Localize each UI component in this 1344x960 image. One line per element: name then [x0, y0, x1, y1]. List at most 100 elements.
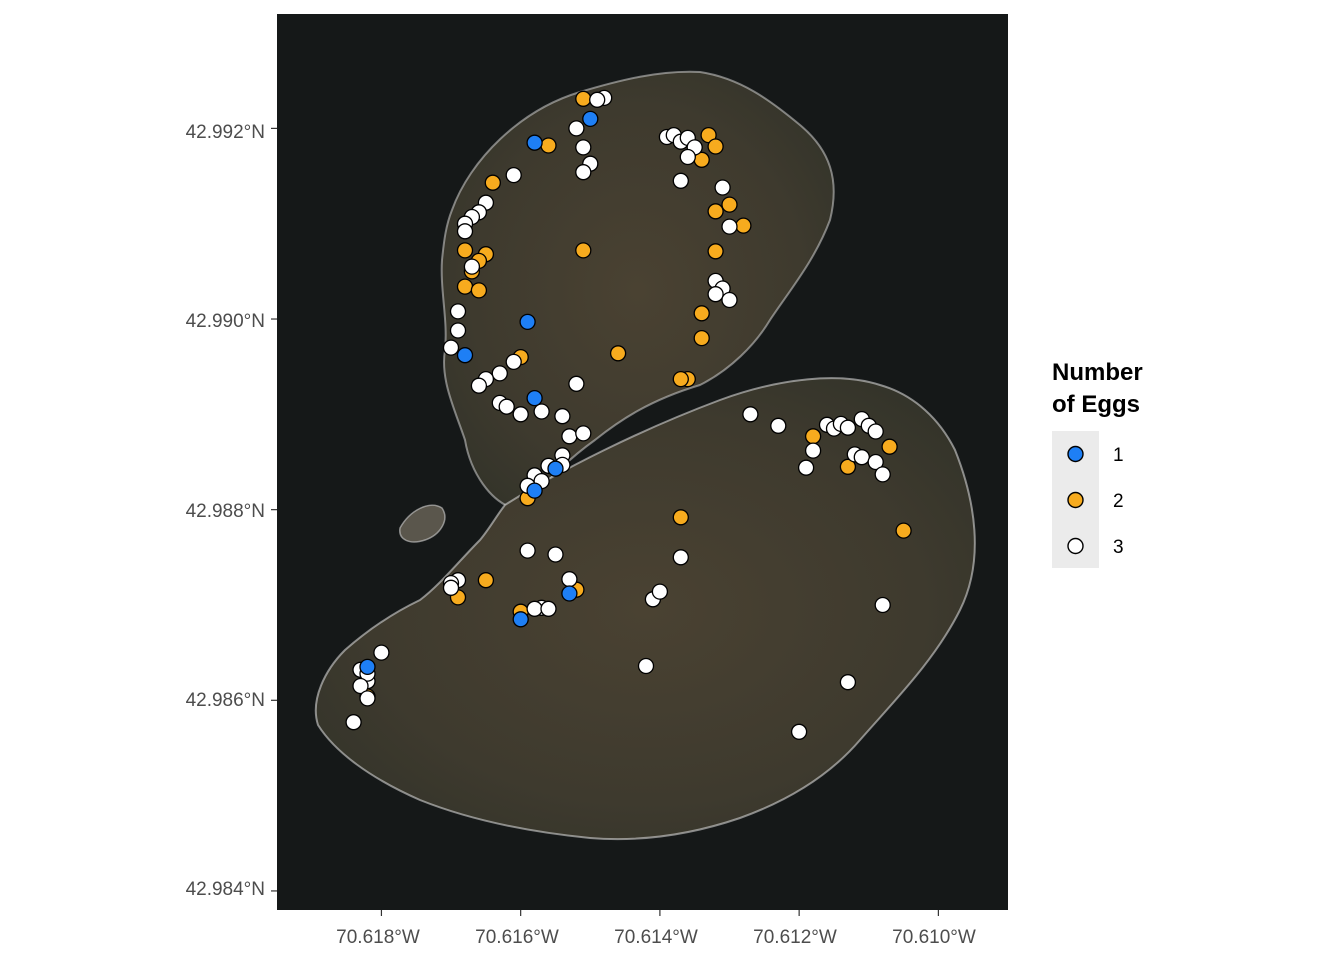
point-eggs-1-7: [561, 585, 578, 602]
legend-label-3: 3: [1113, 537, 1124, 558]
point-eggs-3-79: [352, 677, 369, 695]
west-islet: [399, 504, 446, 543]
point-eggs-3-47: [742, 406, 759, 423]
point-eggs-3-82: [637, 657, 655, 675]
point-eggs-3-55: [867, 423, 884, 440]
point-eggs-2-6: [721, 196, 738, 213]
x-tick-label-70610: 70.610°W: [892, 927, 976, 948]
point-eggs-2-15: [456, 278, 474, 295]
point-eggs-3-56: [804, 442, 822, 459]
point-eggs-3-84: [790, 723, 808, 740]
point-eggs-3-58: [853, 449, 870, 466]
point-eggs-3-28: [442, 339, 460, 356]
y-tick-label-42984: 42.984°N: [186, 879, 265, 900]
point-eggs-1-6: [526, 482, 543, 499]
point-eggs-3-36: [512, 406, 529, 423]
legend-label-1: 1: [1113, 445, 1124, 466]
x-tick-label-70614: 70.614°W: [614, 927, 698, 948]
point-eggs-2-25: [881, 438, 898, 455]
point-eggs-3-74: [874, 596, 891, 614]
point-eggs-3-35: [498, 398, 515, 415]
point-eggs-2-29: [477, 572, 495, 589]
point-eggs-3-61: [874, 466, 891, 483]
point-eggs-2-7: [707, 203, 724, 220]
point-eggs-1-0: [582, 110, 599, 128]
legend-key-3: [1067, 537, 1084, 555]
point-eggs-2-10: [707, 243, 724, 260]
point-eggs-3-19: [456, 223, 474, 240]
point-eggs-2-8: [735, 217, 752, 234]
legend-title-line2: of Eggs: [1052, 391, 1140, 418]
x-tick-label-70616: 70.616°W: [475, 927, 559, 948]
point-eggs-1-3: [519, 313, 536, 331]
point-eggs-3-64: [672, 549, 689, 566]
point-eggs-1-8: [512, 611, 529, 628]
point-eggs-1-9: [359, 658, 376, 676]
legend-title-line1: Number: [1052, 359, 1143, 386]
point-eggs-2-18: [693, 329, 710, 347]
x-tick-label-70612: 70.612°W: [753, 927, 837, 948]
point-eggs-3-26: [449, 303, 467, 320]
point-eggs-3-14: [714, 179, 731, 196]
point-eggs-3-3: [575, 139, 592, 156]
point-eggs-3-25: [721, 291, 738, 309]
point-eggs-3-52: [839, 419, 857, 436]
point-eggs-3-80: [359, 690, 376, 707]
point-eggs-2-9: [575, 242, 592, 259]
panel: [271, 14, 1008, 916]
point-eggs-3-20: [721, 218, 738, 235]
y-tick-label-42986: 42.986°N: [186, 690, 265, 711]
point-eggs-3-39: [561, 428, 578, 445]
legend-key-2: [1067, 491, 1084, 509]
point-eggs-1-4: [526, 389, 543, 407]
legend-label-2: 2: [1113, 491, 1124, 512]
point-eggs-3-77: [373, 644, 390, 661]
point-eggs-1-1: [526, 134, 543, 151]
point-eggs-2-0: [575, 90, 592, 107]
point-eggs-3-1: [589, 91, 606, 108]
x-axis: 70.618°W 70.616°W 70.614°W 70.612°W 70.6…: [336, 927, 976, 948]
point-eggs-3-83: [839, 674, 857, 691]
x-axis-ticks: [380, 910, 939, 916]
south-island: [314, 377, 976, 841]
point-eggs-3-2: [568, 120, 585, 137]
legend-key-1: [1067, 445, 1084, 463]
point-eggs-3-29: [505, 353, 522, 371]
point-eggs-2-5: [484, 174, 501, 191]
point-eggs-3-65: [561, 571, 578, 588]
point-eggs-2-24: [839, 458, 857, 475]
point-eggs-3-40: [575, 425, 592, 442]
point-eggs-3-21: [463, 258, 481, 275]
point-eggs-2-1: [540, 137, 557, 154]
point-eggs-3-6: [505, 166, 522, 184]
point-eggs-3-48: [770, 417, 787, 434]
point-eggs-3-60: [797, 459, 815, 476]
point-eggs-2-22: [672, 370, 689, 388]
point-eggs-3-32: [470, 377, 488, 394]
point-eggs-2-17: [693, 305, 710, 322]
point-eggs-2-26: [895, 522, 912, 539]
point-eggs-3-38: [554, 408, 571, 425]
point-eggs-1-5: [547, 460, 564, 477]
x-tick-label-70618: 70.618°W: [336, 927, 420, 948]
point-eggs-3-59: [867, 453, 884, 471]
point-eggs-3-13: [672, 172, 689, 189]
point-eggs-3-5: [575, 164, 592, 181]
point-eggs-2-16: [470, 282, 488, 299]
point-eggs-2-20: [609, 345, 627, 362]
point-eggs-3-68: [442, 579, 460, 596]
point-eggs-3-30: [491, 365, 508, 382]
point-eggs-2-11: [456, 242, 474, 259]
point-eggs-3-70: [526, 600, 543, 617]
point-eggs-3-71: [540, 600, 557, 617]
y-axis: 42.984°N 42.986°N 42.988°N 42.990°N 42.9…: [186, 122, 265, 900]
point-eggs-3-63: [547, 546, 564, 563]
y-axis-ticks: [271, 127, 277, 892]
point-eggs-3-81: [345, 714, 362, 731]
y-tick-label-42988: 42.988°N: [186, 501, 265, 522]
point-eggs-3-37: [533, 403, 550, 420]
point-eggs-3-33: [568, 375, 585, 392]
legend: Number of Eggs 1 2 3: [1052, 359, 1143, 568]
point-eggs-3-62: [519, 542, 536, 559]
